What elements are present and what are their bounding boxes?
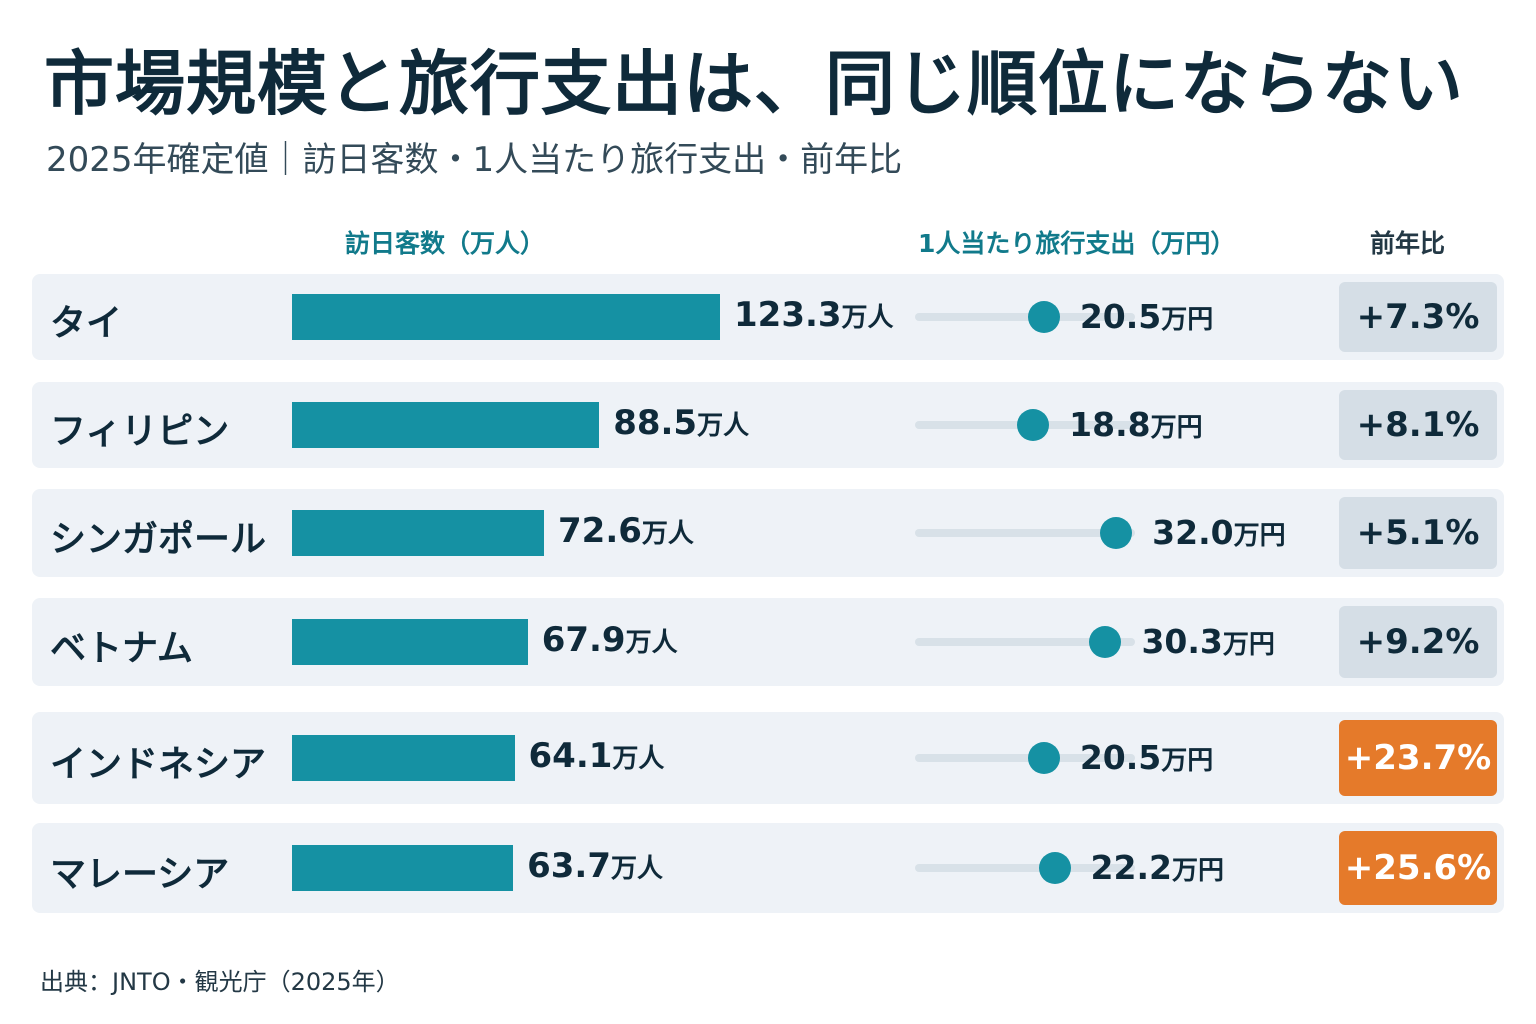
country-label: マレーシア bbox=[50, 854, 230, 895]
page-title: 市場規模と旅行支出は、同じ順位にならない bbox=[44, 43, 1464, 125]
page-subtitle: 2025年確定値｜訪日客数・1人当たり旅行支出・前年比 bbox=[46, 140, 903, 180]
yoy-column-header: 前年比 bbox=[1370, 229, 1446, 258]
spend-value-label: 32.0万円 bbox=[1152, 513, 1286, 552]
visitors-column-header: 訪日客数（万人） bbox=[345, 229, 546, 258]
visitors-bar bbox=[292, 619, 528, 665]
spend-track bbox=[915, 864, 1135, 872]
yoy-badge: +8.1% bbox=[1339, 390, 1497, 460]
country-label: ベトナム bbox=[50, 628, 193, 669]
spend-value-label: 22.2万円 bbox=[1090, 848, 1224, 887]
country-label: インドネシア bbox=[50, 744, 267, 785]
visitors-bar bbox=[292, 735, 515, 781]
spend-dot bbox=[1027, 301, 1060, 333]
yoy-badge: +23.7% bbox=[1339, 720, 1497, 796]
spend-dot bbox=[1100, 517, 1133, 549]
chart-row: マレーシア 63.7万人 22.2万円 +25.6% bbox=[32, 823, 1504, 913]
country-label: フィリピン bbox=[50, 411, 230, 452]
visitors-value-label: 63.7万人 bbox=[527, 846, 664, 886]
chart-row: フィリピン 88.5万人 18.8万円 +8.1% bbox=[32, 382, 1504, 468]
visitors-bar bbox=[292, 510, 544, 556]
spend-track bbox=[915, 313, 1135, 321]
yoy-badge: +25.6% bbox=[1339, 831, 1497, 905]
spend-track bbox=[915, 754, 1135, 762]
spend-track bbox=[915, 529, 1135, 537]
yoy-badge: +7.3% bbox=[1339, 282, 1497, 352]
visitors-bar bbox=[292, 402, 600, 448]
visitors-bar bbox=[292, 845, 514, 891]
visitors-bar bbox=[292, 294, 720, 340]
visitors-value-label: 67.9万人 bbox=[541, 620, 678, 660]
spend-value-label: 30.3万円 bbox=[1141, 622, 1275, 661]
yoy-badge: +5.1% bbox=[1339, 497, 1497, 569]
country-label: タイ bbox=[50, 303, 123, 344]
country-label: シンガポール bbox=[50, 519, 267, 560]
chart-row: インドネシア 64.1万人 20.5万円 +23.7% bbox=[32, 712, 1504, 804]
spend-value-label: 20.5万円 bbox=[1079, 738, 1214, 777]
chart-row: タイ 123.3万人 20.5万円 +7.3% bbox=[32, 274, 1504, 360]
spend-column-header: 1人当たり旅行支出（万円） bbox=[918, 229, 1236, 258]
visitors-value-label: 72.6万人 bbox=[558, 511, 694, 551]
spend-value-label: 18.8万円 bbox=[1069, 405, 1203, 444]
spend-value-label: 20.5万円 bbox=[1079, 297, 1214, 336]
yoy-badge: +9.2% bbox=[1339, 606, 1497, 678]
visitors-value-label: 88.5万人 bbox=[613, 403, 750, 443]
visitors-value-label: 123.3万人 bbox=[734, 295, 894, 335]
visitors-value-label: 64.1万人 bbox=[528, 736, 665, 776]
spend-dot bbox=[1017, 409, 1050, 441]
chart-row: ベトナム 67.9万人 30.3万円 +9.2% bbox=[32, 598, 1504, 686]
spend-dot bbox=[1038, 852, 1071, 884]
spend-dot bbox=[1089, 626, 1122, 658]
chart-row: シンガポール 72.6万人 32.0万円 +5.1% bbox=[32, 489, 1504, 577]
spend-dot bbox=[1027, 742, 1060, 774]
spend-track bbox=[915, 638, 1135, 646]
source-note: 出典：JNTO・観光庁（2025年） bbox=[40, 968, 400, 996]
